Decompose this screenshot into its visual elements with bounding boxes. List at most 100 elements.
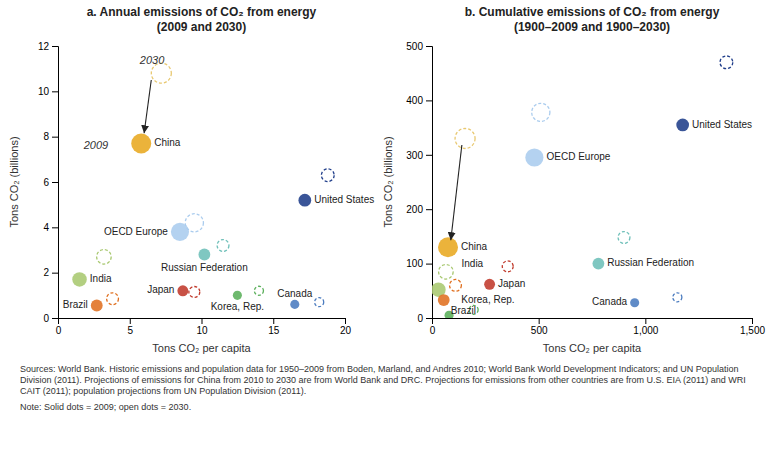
tick: 2 [43, 267, 58, 278]
tick: 10 [38, 86, 58, 97]
tick-label: 15 [268, 325, 280, 336]
point-label: Canada [277, 288, 312, 299]
tick-mark [52, 91, 58, 92]
point-label: OECD Europe [104, 226, 168, 237]
tick: 6 [43, 177, 58, 188]
bubble-open [673, 293, 682, 302]
tick-mark [130, 318, 131, 324]
tick: 10 [196, 318, 208, 336]
tick-mark [52, 182, 58, 183]
tick-label: 0 [430, 325, 436, 336]
point-label: Russian Federation [161, 262, 248, 273]
bubble-open [450, 279, 462, 291]
bubble-open [217, 240, 229, 252]
tick-label: 0 [417, 313, 423, 324]
title-line: (1900–2009 and 1900–2030) [514, 20, 670, 34]
x-axis: 0 5 10 15 20 [56, 318, 352, 336]
tick: 300 [406, 150, 432, 161]
bubble-open [315, 298, 324, 307]
axis-line [59, 319, 346, 325]
tick-mark [426, 155, 432, 156]
bubble [592, 258, 604, 270]
point-label: Brazil [451, 305, 476, 316]
bubble [676, 119, 689, 132]
plot-marks [72, 63, 334, 311]
panel: 05001,0001,5000100200300400500b. Cumulat… [382, 5, 765, 354]
tick-mark [426, 264, 432, 265]
title: a. Annual emissions of CO₂ from energy(2… [87, 5, 317, 34]
bubble [177, 285, 188, 296]
x-axis-title: Tons CO₂ per capita [543, 342, 642, 354]
point-label: India [461, 258, 483, 269]
tick: 0 [56, 318, 62, 336]
notes: Sources: World Bank. Historic emissions … [20, 364, 746, 412]
tick: 20 [340, 318, 352, 336]
tick: 400 [406, 95, 432, 106]
bubble [171, 223, 189, 241]
tick: 200 [406, 204, 432, 215]
tick-label: 0 [43, 313, 49, 324]
tick-mark [52, 46, 58, 47]
note-line: CAIT (2011); population projections from… [20, 386, 306, 396]
bubble-open [720, 56, 733, 69]
tick: 1,500 [740, 318, 765, 336]
tick-label: 2 [43, 267, 49, 278]
point-label: Canada [592, 296, 627, 307]
tick-label: 5 [127, 325, 133, 336]
point-label: Russian Federation [607, 257, 694, 268]
note: Sources: World Bank. Historic emissions … [20, 364, 746, 396]
bubble-open [618, 232, 630, 244]
tick: 12 [38, 41, 58, 52]
point-label: Korea, Rep. [211, 301, 264, 312]
tick-label: 6 [43, 177, 49, 188]
y-axis: 0 2 4 6 8 10 12 [38, 41, 59, 324]
bubble-open [189, 286, 200, 297]
bubble [198, 249, 210, 261]
point-labels: ChinaUnited StatesOECD EuropeRussian Fed… [451, 119, 752, 317]
tick-mark [645, 318, 646, 324]
note-line: Division (2011). Projections of emission… [20, 375, 746, 385]
tick-label: 500 [531, 325, 548, 336]
tick-mark [273, 318, 274, 324]
bubble-open [107, 293, 119, 305]
point-label: China [461, 241, 488, 252]
tick-label: 20 [340, 325, 352, 336]
figure: 05101520024681012a. Annual emissions of … [0, 0, 769, 471]
tick: 0 [430, 318, 436, 336]
tick-mark [52, 273, 58, 274]
tick: 500 [406, 41, 432, 52]
tick-label: 10 [38, 86, 50, 97]
tick-label: 0 [56, 325, 62, 336]
tick-mark [52, 227, 58, 228]
tick: 4 [43, 222, 58, 233]
tick: 1,000 [633, 318, 658, 336]
axis-line [52, 47, 59, 319]
tick-mark [539, 318, 540, 324]
point-label: India [90, 273, 112, 284]
point-label: Japan [147, 284, 174, 295]
x-axis: 0 500 1,000 1,500 [430, 318, 766, 336]
tick-label: 12 [38, 41, 50, 52]
series [97, 63, 334, 306]
bubble-open [502, 261, 513, 272]
bubble [298, 194, 311, 207]
bubble [525, 148, 543, 166]
tick: 8 [43, 131, 58, 142]
point-label: United States [314, 194, 374, 205]
series [432, 119, 689, 318]
arrow [451, 145, 462, 240]
bubble-open [439, 264, 454, 279]
bubble [438, 294, 450, 306]
bubble-open [254, 286, 263, 295]
tick-label: 200 [406, 204, 423, 215]
note-line: Sources: World Bank. Historic emissions … [20, 364, 738, 374]
point-label: OECD Europe [546, 151, 610, 162]
chart-container: 05101520024681012a. Annual emissions of … [0, 0, 769, 471]
axis-line [426, 47, 433, 319]
tick: 15 [268, 318, 280, 336]
bubble [91, 300, 103, 312]
plot-marks [432, 56, 733, 318]
bubble [484, 279, 495, 290]
tick-label: 8 [43, 131, 49, 142]
bubble-open [151, 63, 171, 83]
